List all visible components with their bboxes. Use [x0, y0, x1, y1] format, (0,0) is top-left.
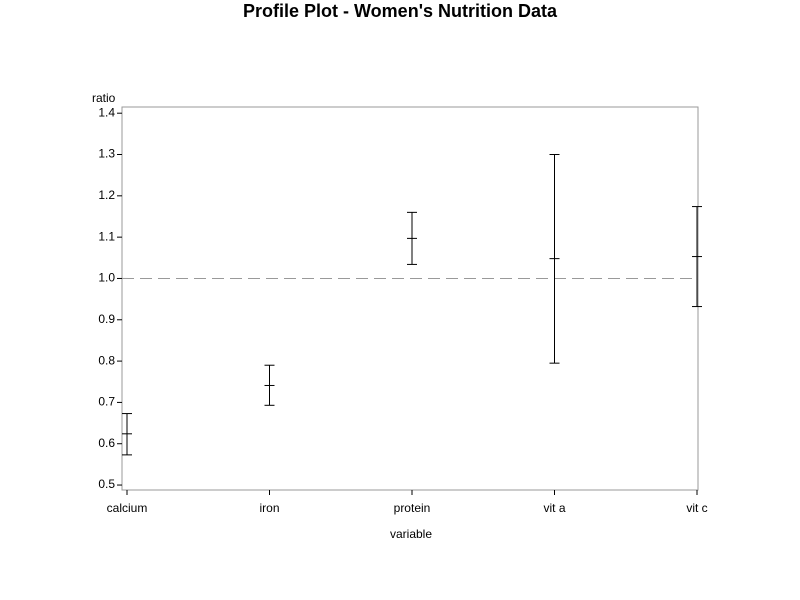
y-tick-label: 0.9	[98, 312, 115, 326]
x-tick-label: protein	[394, 501, 431, 515]
x-tick-label: vit c	[686, 501, 707, 515]
x-tick-label: iron	[259, 501, 279, 515]
x-axis-label: variable	[390, 527, 432, 541]
y-tick-label: 1.1	[98, 229, 115, 243]
y-axis-label: ratio	[92, 91, 116, 105]
y-tick-label: 0.7	[98, 395, 115, 409]
y-tick-label: 0.6	[98, 436, 115, 450]
x-tick-label: calcium	[107, 501, 148, 515]
y-tick-label: 1.3	[98, 147, 115, 161]
y-tick-label: 0.5	[98, 477, 115, 491]
plot-frame	[121, 106, 699, 491]
y-tick-label: 1.4	[98, 105, 115, 119]
y-tick-label: 1.2	[98, 188, 115, 202]
x-tick-label: vit a	[543, 501, 565, 515]
y-tick-label: 0.8	[98, 353, 115, 367]
y-tick-label: 1.0	[98, 271, 115, 285]
chart-title: Profile Plot - Women's Nutrition Data	[243, 1, 558, 21]
